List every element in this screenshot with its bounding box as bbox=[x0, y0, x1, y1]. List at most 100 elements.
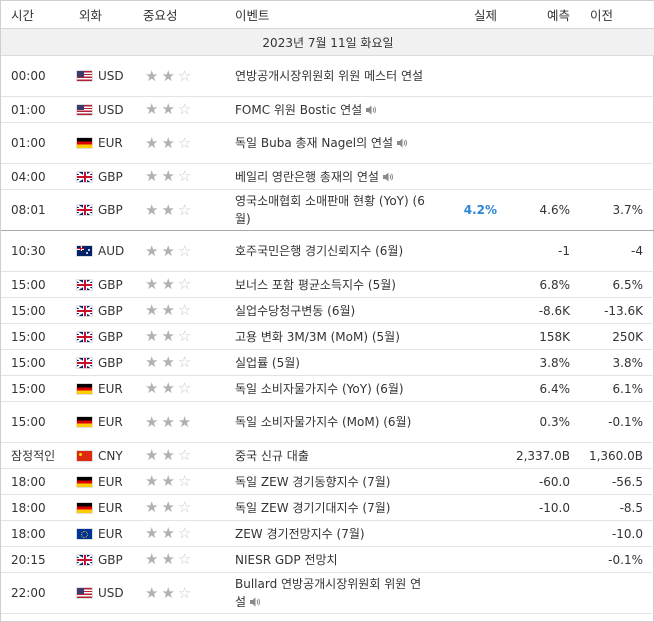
gb-flag-icon bbox=[77, 279, 92, 290]
speaker-icon[interactable] bbox=[382, 172, 394, 182]
star-filled-icon: ★ bbox=[161, 550, 178, 568]
event-link[interactable]: FOMC 위원 Bostic 연설 bbox=[235, 102, 363, 117]
event-link[interactable]: 호주국민은행 경기신뢰지수 (6월) bbox=[235, 244, 404, 258]
star-filled-icon: ★ bbox=[161, 353, 178, 371]
event-forecast bbox=[499, 572, 572, 614]
event-previous: -56.5 bbox=[572, 468, 654, 495]
event-link[interactable]: NIESR GDP 전망치 bbox=[235, 552, 338, 567]
event-row[interactable]: 01:00 USD ★★☆ FOMC 위원 Bostic 연설 bbox=[1, 96, 654, 123]
event-link[interactable]: 중국 신규 대출 bbox=[235, 448, 309, 463]
event-row[interactable]: 15:00 GBP ★★☆ 실업수당청구변동 (6월) -8.6K -13.6K bbox=[1, 297, 654, 324]
event-row[interactable]: 04:00 GBP ★★☆ 베일리 영란은행 총재의 연설 bbox=[1, 163, 654, 190]
cn-flag-icon bbox=[77, 450, 92, 461]
star-filled-icon: ★ bbox=[161, 583, 178, 602]
event-row[interactable]: 15:00 GBP ★★☆ 보너스 포함 평균소득지수 (5월) 6.8% 6.5% bbox=[1, 271, 654, 298]
event-link[interactable]: 독일 ZEW 경기기대지수 (7월) bbox=[235, 500, 391, 515]
event-row[interactable]: 20:15 GBP ★★☆ NIESR GDP 전망치 -0.1% bbox=[1, 546, 654, 573]
importance-stars: ★★☆ bbox=[143, 169, 235, 184]
event-actual bbox=[435, 520, 499, 547]
event-previous: 3.7% bbox=[572, 189, 654, 231]
event-link[interactable]: 실업률 (5월) bbox=[235, 355, 300, 370]
star-filled-icon: ★ bbox=[161, 327, 178, 345]
de-flag-icon bbox=[77, 476, 92, 487]
star-empty-icon: ☆ bbox=[177, 550, 195, 568]
event-forecast: 6.8% bbox=[499, 271, 572, 298]
event-link[interactable]: 실업수당청구변동 (6월) bbox=[235, 303, 356, 318]
event-previous: -0.1% bbox=[572, 401, 654, 443]
event-row[interactable]: 00:00 USD ★★☆ 연방공개시장위원회 위원 메스터 연설 bbox=[1, 55, 654, 97]
event-link[interactable]: 영국소매협회 소매판매 현황 (YoY) (6월) bbox=[235, 194, 425, 226]
star-filled-icon: ★ bbox=[161, 133, 178, 152]
speaker-icon[interactable] bbox=[397, 138, 408, 148]
header-importance[interactable]: 중요성 bbox=[143, 1, 235, 29]
event-row[interactable]: 18:00 EUR ★★☆ 독일 ZEW 경기기대지수 (7월) -10.0 -8.5 bbox=[1, 494, 654, 521]
speaker-icon[interactable] bbox=[250, 597, 261, 607]
event-link[interactable]: 베일리 영란은행 총재의 연설 bbox=[235, 169, 379, 184]
event-row[interactable]: 10:30 AUD ★★☆ 호주국민은행 경기신뢰지수 (6월) -1 -4 bbox=[1, 230, 654, 272]
event-time: 04:00 bbox=[1, 163, 77, 190]
event-currency: GBP bbox=[98, 303, 123, 318]
header-time[interactable]: 시간 bbox=[1, 1, 77, 29]
event-currency: CNY bbox=[98, 448, 123, 463]
header-currency[interactable]: 외화 bbox=[77, 1, 143, 29]
event-row[interactable]: 18:00 EUR ★★☆ ZEW 경기전망지수 (7월) -10.0 bbox=[1, 520, 654, 547]
event-currency: USD bbox=[98, 586, 124, 600]
event-actual bbox=[435, 55, 499, 97]
event-actual bbox=[435, 122, 499, 164]
importance-stars: ★★☆ bbox=[143, 102, 235, 117]
event-previous bbox=[572, 572, 654, 614]
event-row[interactable]: 15:00 EUR ★★☆ 독일 소비자물가지수 (YoY) (6월) 6.4% 6.1% bbox=[1, 375, 654, 402]
star-empty-icon: ☆ bbox=[177, 353, 195, 371]
star-filled-icon: ★ bbox=[145, 550, 162, 568]
event-row[interactable]: 08:01 GBP ★★☆ 영국소매협회 소매판매 현황 (YoY) (6월) 4.2%… bbox=[1, 189, 654, 231]
header-event[interactable]: 이벤트 bbox=[235, 1, 435, 29]
gb-flag-icon bbox=[77, 171, 92, 182]
event-link[interactable]: 보너스 포함 평균소득지수 (5월) bbox=[235, 277, 396, 292]
event-row[interactable]: 15:00 GBP ★★☆ 고용 변화 3M/3M (MoM) (5월) 158K 250… bbox=[1, 323, 654, 350]
event-forecast: -8.6K bbox=[499, 297, 572, 324]
star-filled-icon: ★ bbox=[145, 301, 162, 319]
event-row[interactable]: 15:00 GBP ★★☆ 실업률 (5월) 3.8% 3.8% bbox=[1, 349, 654, 376]
star-empty-icon: ☆ bbox=[177, 66, 195, 85]
star-filled-icon: ★ bbox=[161, 412, 178, 431]
event-previous: 3.8% bbox=[572, 349, 654, 376]
event-row[interactable]: 18:00 EUR ★★☆ 독일 ZEW 경기동향지수 (7월) -60.0 -56.5 bbox=[1, 468, 654, 495]
de-flag-icon bbox=[77, 417, 92, 427]
event-time: 20:15 bbox=[1, 546, 77, 573]
header-forecast[interactable]: 예측 bbox=[499, 1, 572, 29]
event-link[interactable]: 고용 변화 3M/3M (MoM) (5월) bbox=[235, 329, 400, 344]
importance-stars: ★★☆ bbox=[143, 355, 235, 370]
event-row[interactable]: 01:00 EUR ★★☆ 독일 Buba 총재 Nagel의 연설 bbox=[1, 122, 654, 164]
gb-flag-icon bbox=[77, 305, 92, 316]
importance-stars: ★★☆ bbox=[143, 474, 235, 489]
star-filled-icon: ★ bbox=[161, 301, 178, 319]
event-row[interactable]: 22:00 USD ★★☆ Bullard 연방공개시장위원회 위원 연설 bbox=[1, 572, 654, 614]
event-link[interactable]: 독일 소비자물가지수 (YoY) (6월) bbox=[235, 381, 404, 396]
star-filled-icon: ★ bbox=[161, 472, 178, 490]
event-link[interactable]: 독일 Buba 총재 Nagel의 연설 bbox=[235, 136, 394, 150]
event-link[interactable]: ZEW 경기전망지수 (7월) bbox=[235, 526, 365, 541]
event-currency: GBP bbox=[98, 277, 123, 292]
header-actual[interactable]: 실제 bbox=[435, 1, 499, 29]
star-filled-icon: ★ bbox=[145, 100, 162, 118]
star-filled-icon: ★ bbox=[161, 200, 178, 219]
speaker-icon[interactable] bbox=[366, 105, 377, 115]
event-link[interactable]: 독일 소비자물가지수 (MoM) (6월) bbox=[235, 415, 412, 429]
importance-stars: ★★☆ bbox=[143, 243, 235, 259]
event-row[interactable]: 15:00 EUR ★★★ 독일 소비자물가지수 (MoM) (6월) 0.3% -0.1… bbox=[1, 401, 654, 443]
event-time: 15:00 bbox=[1, 297, 77, 324]
star-filled-icon: ★ bbox=[145, 472, 162, 490]
event-link[interactable]: Bullard 연방공개시장위원회 위원 연설 bbox=[235, 577, 422, 609]
event-currency: EUR bbox=[98, 136, 123, 150]
event-link[interactable]: 연방공개시장위원회 위원 메스터 연설 bbox=[235, 69, 424, 83]
gb-flag-icon bbox=[77, 357, 92, 368]
gb-flag-icon bbox=[77, 331, 92, 342]
event-link[interactable]: 독일 ZEW 경기동향지수 (7월) bbox=[235, 474, 391, 489]
event-forecast: -60.0 bbox=[499, 468, 572, 495]
event-row[interactable]: 잠정적인 CNY ★★☆ 중국 신규 대출 2,337.0B 1,360.0B bbox=[1, 442, 654, 469]
star-empty-icon: ☆ bbox=[177, 275, 195, 293]
event-actual bbox=[435, 572, 499, 614]
header-previous[interactable]: 이전 bbox=[572, 1, 654, 29]
star-filled-icon: ★ bbox=[161, 379, 178, 397]
de-flag-icon bbox=[77, 383, 92, 394]
